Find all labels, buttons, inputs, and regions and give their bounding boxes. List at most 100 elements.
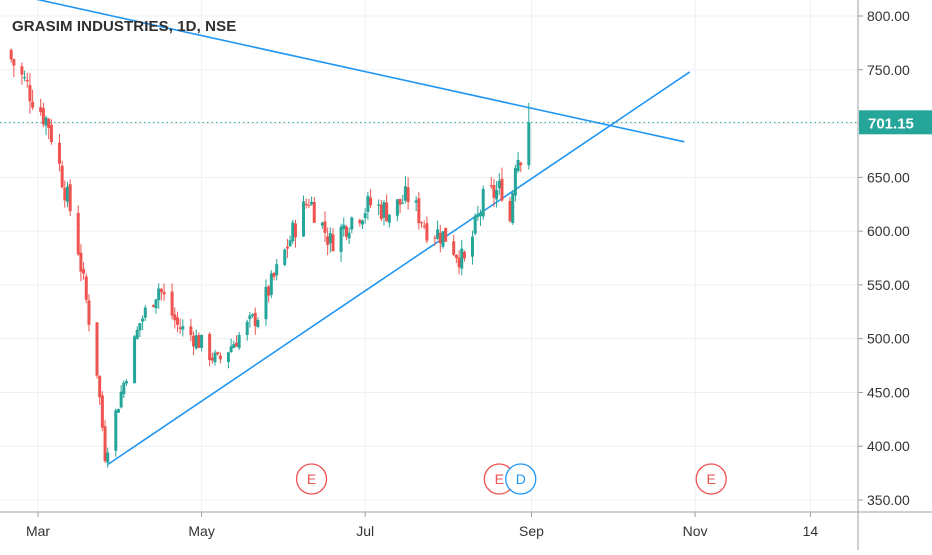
candle-body [143,307,147,318]
candle-body [135,329,139,339]
candle-body [326,236,330,245]
candle-down [326,227,330,256]
candle-down [358,218,362,227]
candle-body [76,213,80,255]
candle-up [44,115,48,136]
candle-body [210,357,214,361]
candle-up [248,311,252,328]
candle-up [143,305,147,321]
candle-up [473,213,477,236]
candle-body [57,142,61,164]
candle-up [328,227,332,253]
candle-up [470,230,474,265]
descending-trendline[interactable] [25,0,685,143]
candle-up [245,319,249,341]
candle-up [401,194,405,205]
candle-body [157,288,161,301]
candle-body [444,227,448,242]
candle-body [339,226,343,252]
candle-body [9,49,13,60]
candle-body [141,318,145,322]
dividend-event-marker[interactable]: D [505,463,537,495]
ascending-trendline[interactable] [107,71,691,466]
candle-body [417,198,421,224]
candle-down [444,227,448,242]
event-circle[interactable] [695,463,727,495]
candle-body [138,323,142,331]
candle-up [66,181,70,208]
candle-body [516,160,520,172]
candle-down [57,134,61,172]
candle-down [9,48,13,63]
candle-down [492,178,496,207]
y-tick-label: 600.00 [867,223,910,239]
candle-down [60,160,64,189]
candle-body [350,217,354,230]
candle-body [237,334,241,348]
candle-body [272,273,276,277]
earnings-event-marker[interactable]: E [295,463,328,495]
candle-body [232,344,236,348]
candle-up [347,227,351,245]
event-circle[interactable] [295,463,328,495]
candle-up [200,334,204,352]
candle-body [497,180,501,189]
candle-body [398,198,402,205]
candle-up [377,199,381,216]
candle-up [382,200,386,226]
y-tick-label: 550.00 [867,277,910,293]
candle-body [44,117,48,126]
candle-body [103,426,107,462]
candle-body [293,223,297,238]
trendlines [25,0,691,466]
candle-down [253,307,257,335]
earnings-event-marker[interactable]: E [483,463,515,495]
candle-body [347,232,351,239]
y-tick-label: 650.00 [867,169,910,185]
candle-body [473,215,477,234]
candle-body [500,178,504,201]
candle-up [527,102,531,170]
candle-down [420,221,424,228]
candle-down [173,307,177,329]
candle-up [237,331,241,350]
candle-body [82,269,86,274]
candle-body [267,286,271,296]
candle-body [41,108,45,125]
candle-up [414,196,418,212]
candle-body [513,167,517,196]
candle-up [275,259,279,281]
x-tick-label: Mar [26,523,50,539]
candle-up [116,408,120,413]
candle-down [100,391,104,432]
earnings-event-marker[interactable]: E [695,463,727,495]
event-circle[interactable] [505,463,537,495]
last-price-label: 701.15 [868,115,914,132]
candle-down [344,225,348,241]
candle-up [320,221,324,229]
candle-body [12,59,16,66]
candle-body [457,257,461,268]
candle-down [189,318,193,342]
candle-body [470,236,474,257]
candle-down [500,167,504,202]
candle-down [285,238,289,259]
candle-body [100,395,104,428]
candle-body [200,334,204,348]
candle-up [476,205,480,221]
event-label: E [307,471,316,487]
candle-body [63,188,67,201]
candle-up [363,208,367,224]
candle-body [382,202,386,218]
candle-body [489,185,493,187]
candle-down [159,287,163,301]
candle-body [422,225,426,227]
candle-body [253,312,257,327]
candle-body [363,213,367,219]
candle-body [119,391,123,408]
candle-down [41,102,45,128]
candle-body [49,124,53,142]
